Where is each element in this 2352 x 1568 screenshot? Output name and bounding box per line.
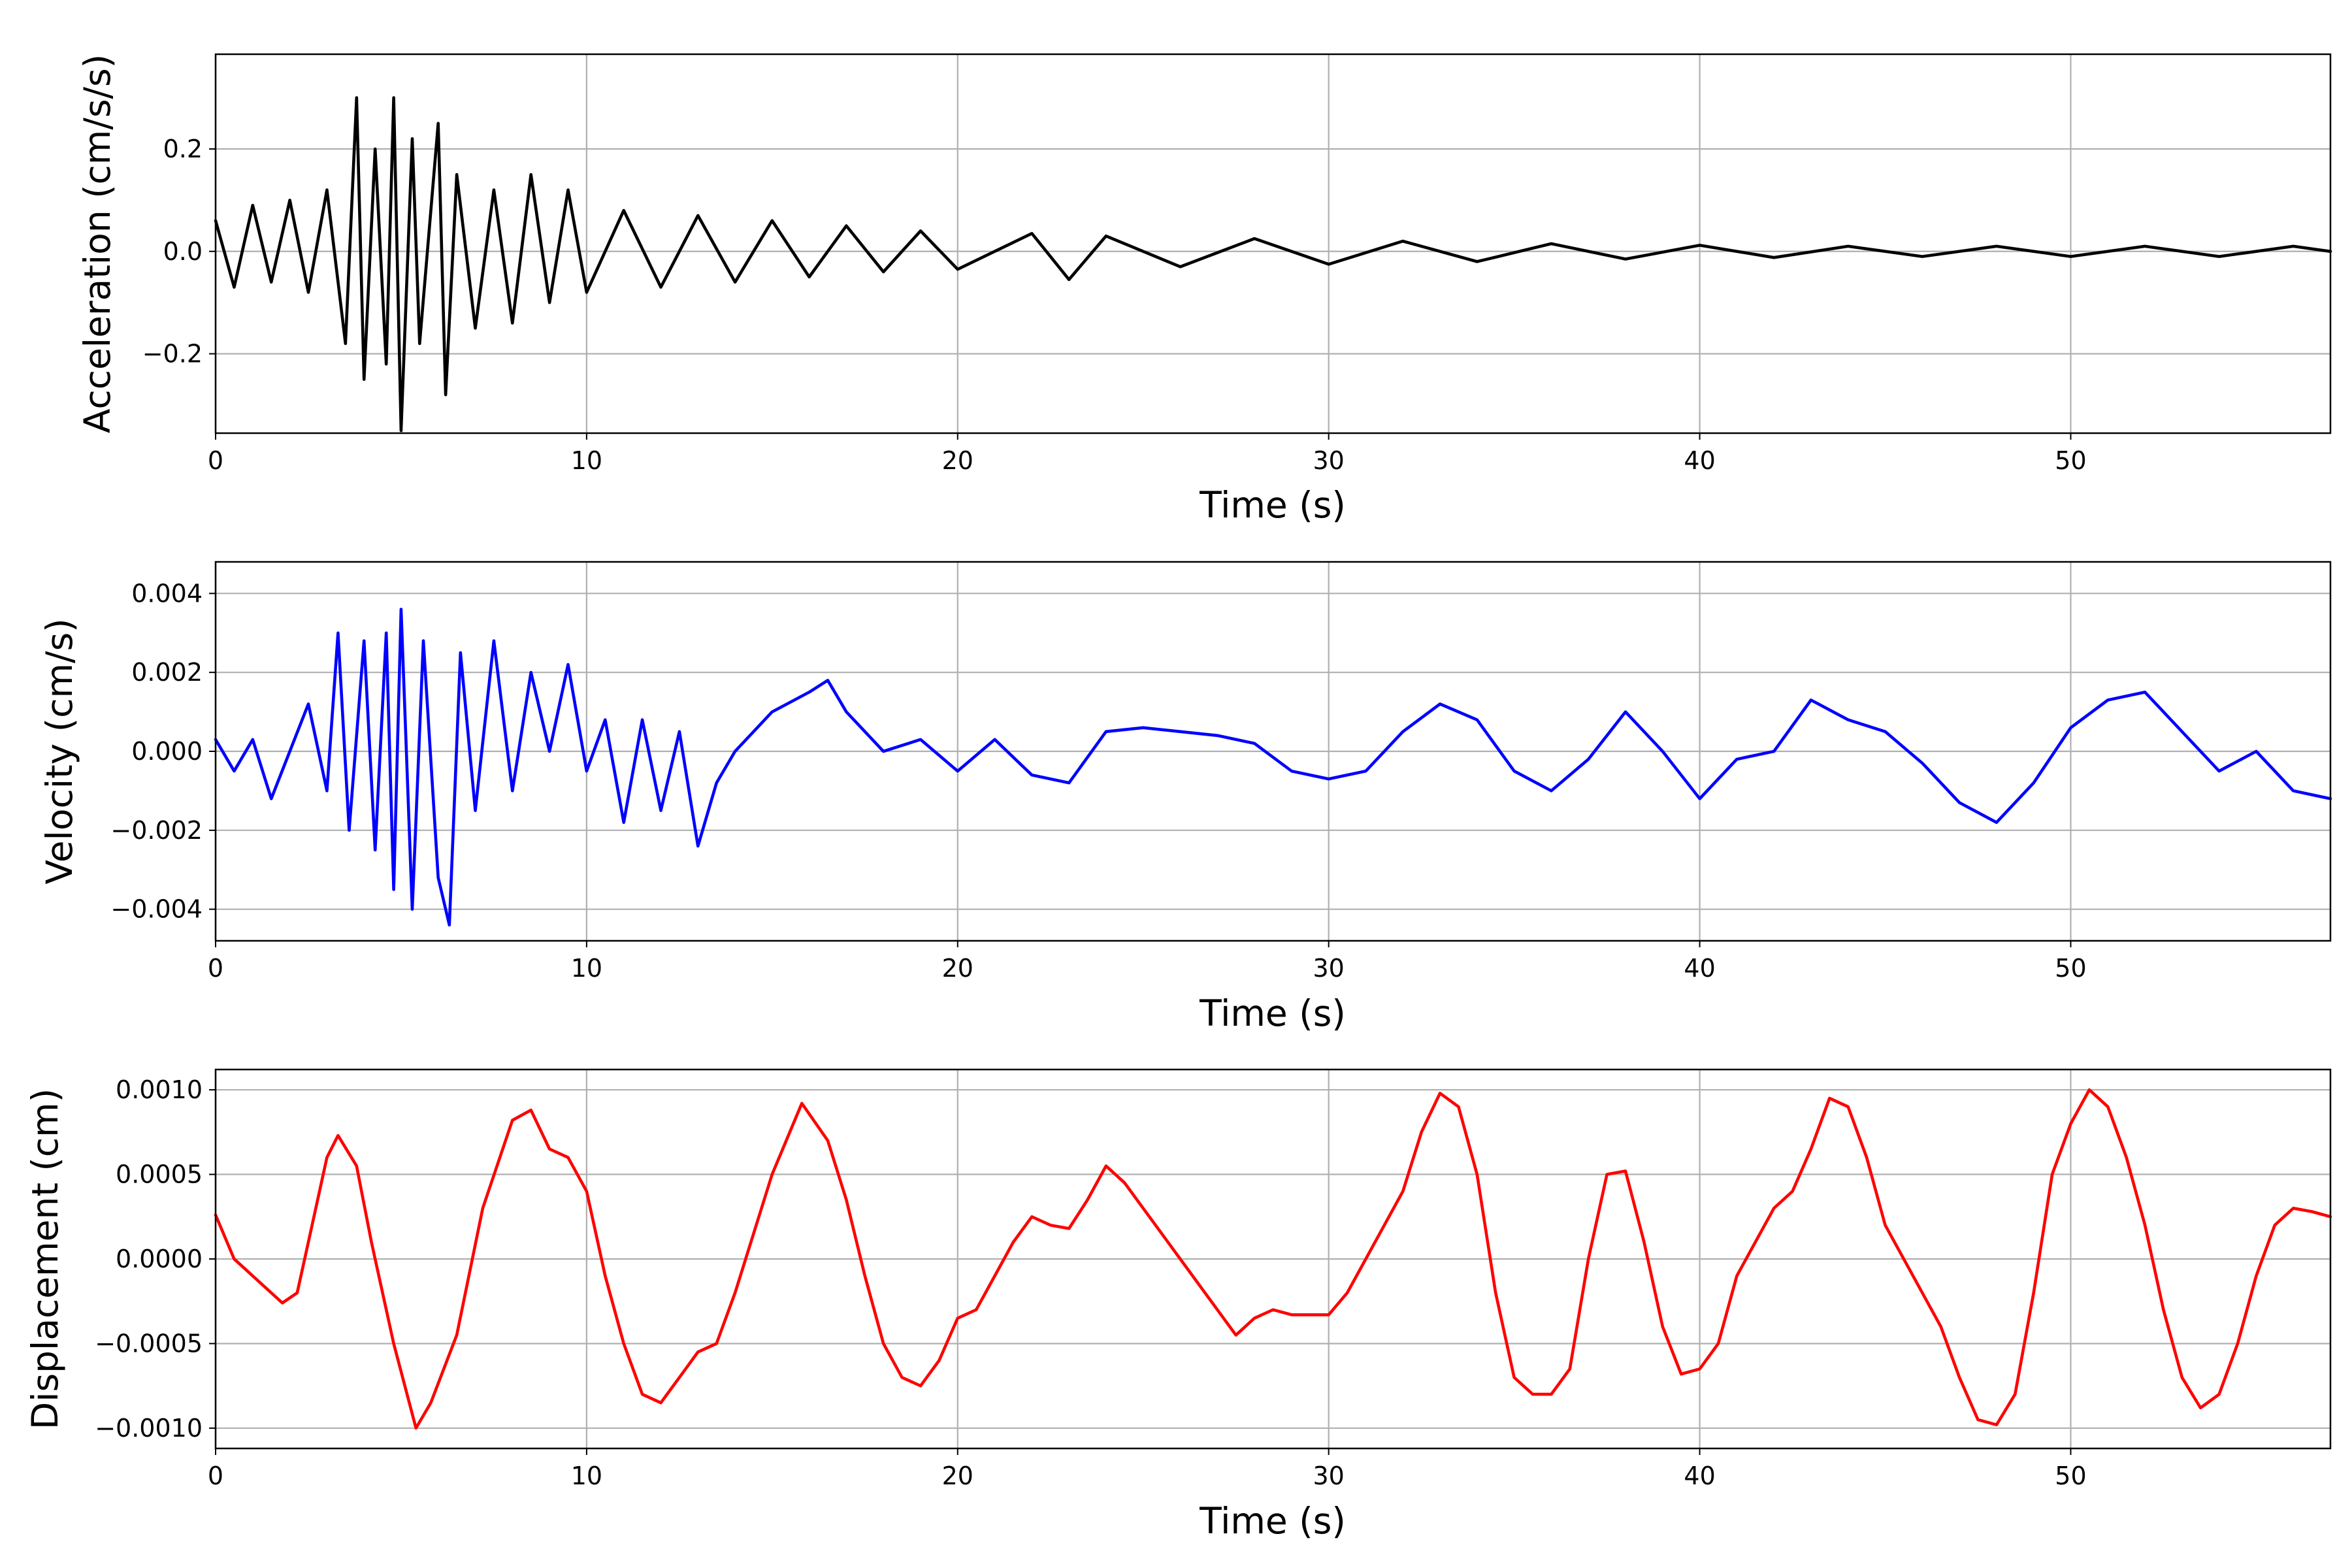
acceleration-x-tick-label: 10 bbox=[571, 446, 602, 475]
velocity-panel: 0 10 20 30 40 50 −0.004−0.0020.0000.0020.004 … bbox=[39, 561, 2332, 1034]
displacement-panel: 0 10 20 30 40 50 −0.0010 −0.0005 0.0000 0.0005 0.… bbox=[24, 1068, 2332, 1542]
displacement-y-tick-label: −0.0010 bbox=[95, 1414, 203, 1443]
acceleration-y-ticks: −0.2 0.0 0.2 bbox=[142, 135, 216, 368]
acceleration-x-ticks: 0 10 20 30 40 50 bbox=[208, 433, 2087, 475]
displacement-y-axis-label: Displacement (cm) bbox=[24, 1088, 66, 1429]
displacement-x-tick-label: 20 bbox=[942, 1462, 973, 1490]
velocity-x-tick-label: 20 bbox=[942, 954, 973, 983]
acceleration-x-tick-label: 30 bbox=[1313, 446, 1345, 475]
displacement-y-tick-label: 0.0005 bbox=[116, 1160, 203, 1189]
displacement-x-tick-label: 0 bbox=[208, 1462, 223, 1490]
displacement-x-tick-label: 50 bbox=[2055, 1462, 2086, 1490]
acceleration-panel: 0 10 20 30 40 50 −0.2 0.0 0.2 Time (s) Accelera… bbox=[76, 53, 2332, 526]
velocity-y-tick-label: −0.004 bbox=[110, 895, 203, 924]
displacement-series bbox=[214, 1088, 2332, 1430]
acceleration-y-tick-label: −0.2 bbox=[142, 340, 203, 368]
velocity-y-tick-label: −0.002 bbox=[110, 816, 203, 845]
displacement-y-tick-label: 0.0000 bbox=[116, 1245, 203, 1273]
velocity-x-tick-label: 10 bbox=[571, 954, 602, 983]
velocity-y-axis-label: Velocity (cm/s) bbox=[39, 618, 80, 884]
displacement-x-tick-label: 40 bbox=[1684, 1462, 1715, 1490]
acceleration-series-line bbox=[214, 96, 2332, 433]
velocity-x-tick-label: 0 bbox=[208, 954, 223, 983]
acceleration-x-axis-label: Time (s) bbox=[1199, 484, 1346, 526]
displacement-y-tick-label: −0.0005 bbox=[95, 1329, 203, 1358]
velocity-x-tick-label: 50 bbox=[2055, 954, 2086, 983]
acceleration-grid bbox=[214, 54, 2330, 433]
acceleration-x-tick-label: 0 bbox=[208, 446, 223, 475]
velocity-x-tick-label: 30 bbox=[1313, 954, 1345, 983]
displacement-x-tick-label: 10 bbox=[571, 1462, 602, 1490]
velocity-x-axis-label: Time (s) bbox=[1199, 992, 1346, 1034]
displacement-y-ticks: −0.0010 −0.0005 0.0000 0.0005 0.0010 bbox=[95, 1075, 216, 1443]
velocity-y-tick-label: 0.004 bbox=[131, 579, 203, 608]
velocity-series-line bbox=[214, 608, 2332, 927]
displacement-x-tick-label: 30 bbox=[1313, 1462, 1345, 1490]
acceleration-y-tick-label: 0.2 bbox=[163, 135, 203, 163]
displacement-series-line bbox=[214, 1088, 2332, 1430]
velocity-x-tick-label: 40 bbox=[1684, 954, 1715, 983]
acceleration-x-tick-label: 40 bbox=[1684, 446, 1715, 475]
acceleration-y-tick-label: 0.0 bbox=[163, 237, 203, 266]
velocity-series bbox=[214, 608, 2332, 927]
displacement-grid bbox=[214, 1070, 2330, 1448]
acceleration-series bbox=[214, 96, 2332, 433]
displacement-x-axis-label: Time (s) bbox=[1199, 1500, 1346, 1542]
velocity-y-tick-label: 0.000 bbox=[131, 737, 203, 766]
acceleration-x-tick-label: 20 bbox=[942, 446, 973, 475]
displacement-x-ticks: 0 10 20 30 40 50 bbox=[208, 1448, 2087, 1490]
displacement-y-tick-label: 0.0010 bbox=[116, 1075, 203, 1104]
velocity-y-ticks: −0.004 −0.002 0.000 0.002 0.004 bbox=[110, 579, 216, 924]
velocity-x-ticks: 0 10 20 30 40 50 bbox=[208, 941, 2087, 983]
acceleration-x-tick-label: 50 bbox=[2055, 446, 2086, 475]
velocity-y-tick-label: 0.002 bbox=[131, 658, 203, 687]
acceleration-y-axis-label: Acceleration (cm/s/s) bbox=[76, 54, 118, 433]
acceleration-plot-frame bbox=[214, 53, 2332, 434]
